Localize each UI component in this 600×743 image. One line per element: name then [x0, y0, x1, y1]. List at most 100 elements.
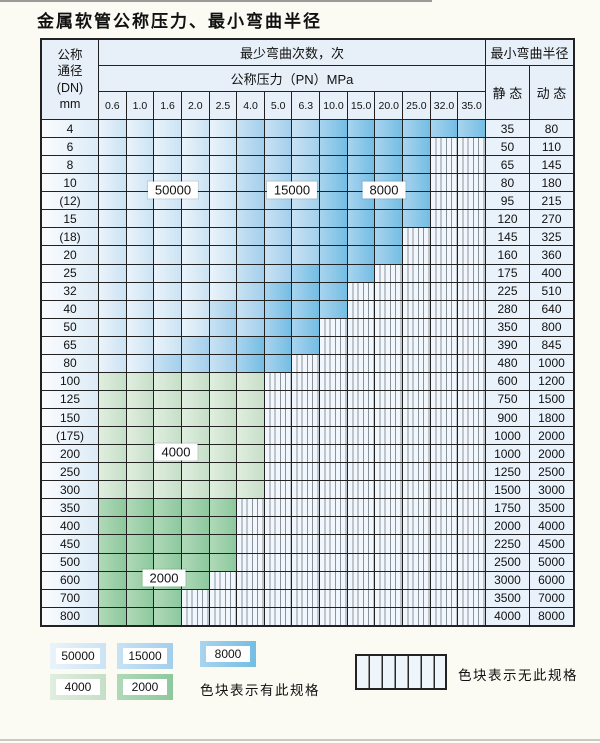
- cycles-zone-cell: [209, 372, 237, 390]
- cycles-zone-cell: [154, 156, 181, 174]
- cycles-zone-cell: [320, 174, 347, 192]
- cycles-zone-cell: [126, 336, 154, 354]
- cycles-zone-cell: [237, 481, 264, 499]
- cycles-zone-cell: [292, 300, 320, 318]
- cycles-zone-cell: [237, 300, 264, 318]
- dynamic-radius-cell: 4500: [529, 535, 573, 553]
- dn-header-line: 通径: [57, 64, 83, 79]
- no-spec-cell: [320, 445, 347, 463]
- cycles-zone-cell: [347, 120, 375, 138]
- cycles-zone-cell: [154, 517, 181, 535]
- cycles-zone-cell: [126, 535, 154, 553]
- legend-swatch-value: 15000: [123, 648, 167, 664]
- static-radius-cell: 95: [485, 192, 529, 210]
- cycles-zone-cell: [264, 318, 292, 336]
- cycles-zone-cell: [209, 120, 237, 138]
- cycles-zone-cell: [320, 282, 347, 300]
- no-spec-cell: [375, 517, 403, 535]
- cycles-zone-cell: [126, 445, 154, 463]
- no-spec-cell: [375, 409, 403, 427]
- pressure-tick: 35.0: [458, 92, 485, 119]
- no-spec-cell: [320, 535, 347, 553]
- dynamic-radius-cell: 270: [529, 210, 573, 228]
- cycles-zone-cell: [209, 174, 237, 192]
- cycles-zone-cell: [181, 390, 209, 408]
- no-spec-cell: [292, 427, 320, 445]
- no-spec-cell: [320, 589, 347, 607]
- no-spec-cell: [209, 589, 237, 607]
- no-spec-cell: [430, 264, 458, 282]
- no-spec-cell: [375, 318, 403, 336]
- legend-swatch-value: 4000: [56, 679, 100, 695]
- no-spec-cell: [375, 499, 403, 517]
- static-radius-cell: 160: [485, 246, 529, 264]
- no-spec-cell: [403, 481, 430, 499]
- no-spec-cell: [403, 445, 430, 463]
- dynamic-radius-cell: 510: [529, 282, 573, 300]
- no-spec-cell: [458, 156, 485, 174]
- cycles-zone-cell: [99, 517, 126, 535]
- legend-has-spec-label: 色块表示有此规格: [200, 683, 320, 698]
- no-spec-cell: [403, 535, 430, 553]
- cycles-zone-cell: [181, 535, 209, 553]
- no-spec-cell: [430, 481, 458, 499]
- cycles-zone-cell: [99, 210, 126, 228]
- no-spec-cell: [458, 409, 485, 427]
- static-radius-cell: 225: [485, 282, 529, 300]
- cycles-zone-cell: [99, 607, 126, 625]
- cycles-zone-cell: [154, 390, 181, 408]
- cycles-zone-cell: [209, 409, 237, 427]
- no-spec-cell: [237, 589, 264, 607]
- cycles-zone-cell: [126, 499, 154, 517]
- no-spec-cell: [264, 481, 292, 499]
- cycles-zone-cell: [99, 354, 126, 372]
- no-spec-cell: [430, 192, 458, 210]
- cycles-zone-cell: [209, 427, 237, 445]
- pressure-tick: 4.0: [237, 92, 264, 119]
- dn-cell: 50: [42, 318, 98, 336]
- no-spec-cell: [320, 427, 347, 445]
- cycles-zone-cell: [292, 210, 320, 228]
- no-spec-cell: [264, 589, 292, 607]
- no-spec-cell: [458, 138, 485, 156]
- no-spec-cell: [264, 409, 292, 427]
- dynamic-radius-cell: 110: [529, 138, 573, 156]
- cycles-zone-cell: [237, 156, 264, 174]
- dn-cell: 800: [42, 607, 98, 625]
- zone-value-label: 8000: [362, 181, 406, 199]
- radius-header: 最小弯曲半径: [485, 40, 573, 65]
- cycles-zone-cell: [292, 246, 320, 264]
- no-spec-cell: [320, 354, 347, 372]
- legend-swatch-4000: 4000: [50, 674, 106, 700]
- cycles-zone-cell: [181, 571, 209, 589]
- no-spec-cell: [292, 390, 320, 408]
- dn-cell: 4: [42, 120, 98, 138]
- static-header: 静 态: [485, 66, 529, 119]
- no-spec-cell: [403, 264, 430, 282]
- cycles-zone-cell: [347, 138, 375, 156]
- cycles-zone-cell: [154, 607, 181, 625]
- dn-cell: 500: [42, 553, 98, 571]
- no-spec-cell: [209, 571, 237, 589]
- no-spec-cell: [320, 372, 347, 390]
- cycles-zone-cell: [154, 535, 181, 553]
- cycles-zone-cell: [126, 517, 154, 535]
- cycles-zone-cell: [209, 192, 237, 210]
- cycles-zone-cell: [154, 372, 181, 390]
- no-spec-cell: [375, 300, 403, 318]
- cycles-zone-cell: [209, 318, 237, 336]
- static-radius-cell: 1500: [485, 481, 529, 499]
- no-spec-cell: [264, 607, 292, 625]
- cycles-zone-cell: [264, 282, 292, 300]
- no-spec-cell: [458, 246, 485, 264]
- no-spec-cell: [320, 463, 347, 481]
- cycles-zone-cell: [209, 210, 237, 228]
- dynamic-radius-cell: 800: [529, 318, 573, 336]
- dn-cell: 32: [42, 282, 98, 300]
- cycles-zone-cell: [181, 300, 209, 318]
- static-radius-cell: 50: [485, 138, 529, 156]
- no-spec-cell: [458, 517, 485, 535]
- cycles-zone-cell: [126, 589, 154, 607]
- no-spec-cell: [458, 318, 485, 336]
- cycles-zone-cell: [209, 553, 237, 571]
